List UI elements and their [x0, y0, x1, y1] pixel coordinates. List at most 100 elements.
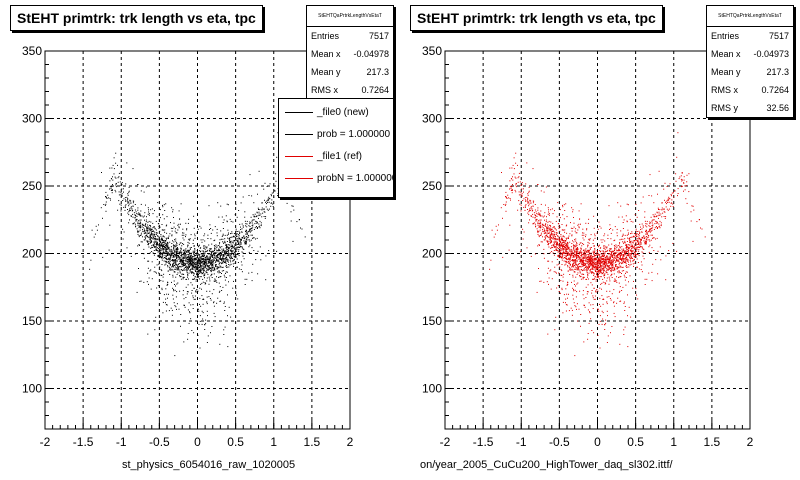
data-point	[188, 278, 189, 280]
y-tick-label: 300	[22, 112, 42, 126]
data-point	[197, 270, 199, 272]
data-point	[140, 215, 142, 217]
data-point	[164, 252, 166, 254]
data-point	[258, 225, 260, 227]
data-point	[216, 255, 218, 257]
data-point	[673, 196, 675, 198]
data-point	[696, 221, 698, 223]
x-tick-label: -1.5	[73, 435, 94, 449]
data-point	[598, 262, 600, 264]
data-point	[525, 206, 526, 208]
data-point	[148, 211, 150, 213]
data-point	[660, 213, 662, 215]
data-point	[160, 242, 162, 244]
data-point	[138, 226, 140, 228]
x-tick-label: -2	[40, 435, 51, 449]
data-point	[150, 232, 152, 234]
data-point	[661, 207, 663, 209]
data-point	[597, 252, 598, 254]
data-point	[684, 189, 686, 191]
data-point	[586, 291, 588, 293]
data-point	[245, 233, 247, 235]
data-point	[609, 249, 610, 251]
data-point	[579, 272, 581, 274]
data-point	[208, 260, 210, 262]
data-point	[575, 257, 577, 259]
data-point	[609, 261, 611, 263]
data-point	[184, 264, 186, 266]
data-point	[552, 244, 554, 246]
data-point	[144, 230, 145, 232]
data-point	[649, 226, 651, 227]
data-point	[604, 240, 606, 242]
data-point	[179, 242, 181, 244]
data-point	[220, 253, 222, 255]
data-point	[589, 263, 590, 265]
data-point	[171, 234, 173, 236]
data-point	[189, 266, 191, 267]
data-point	[160, 251, 162, 253]
data-point	[161, 229, 163, 231]
data-point	[194, 258, 196, 260]
data-point	[231, 240, 233, 242]
data-point	[570, 256, 572, 258]
data-point	[231, 231, 233, 233]
data-point	[653, 215, 655, 217]
data-point	[253, 219, 255, 221]
data-point	[614, 281, 616, 282]
data-point	[597, 259, 599, 261]
data-point	[617, 268, 618, 270]
data-point	[623, 329, 625, 331]
data-point	[221, 290, 223, 291]
data-point	[228, 266, 230, 268]
data-point	[563, 236, 565, 238]
data-point	[526, 247, 528, 249]
data-point	[148, 231, 150, 233]
data-point	[599, 270, 601, 272]
legend-label: _file0 (new)	[317, 106, 369, 118]
data-point	[593, 274, 595, 276]
data-point	[551, 208, 553, 210]
data-point	[213, 270, 215, 272]
data-point	[168, 257, 170, 259]
data-point	[182, 264, 184, 266]
data-point	[225, 277, 227, 278]
data-point	[147, 213, 149, 215]
data-point	[614, 251, 616, 253]
data-point	[173, 244, 175, 246]
data-point	[635, 253, 637, 255]
data-point	[599, 225, 601, 227]
data-point	[167, 246, 169, 248]
data-point	[570, 257, 572, 259]
data-point	[120, 195, 122, 197]
data-point	[197, 262, 199, 264]
data-point	[226, 203, 228, 205]
data-point	[572, 266, 574, 268]
data-point	[606, 259, 608, 261]
data-point	[586, 250, 588, 252]
data-point	[199, 320, 201, 322]
data-point	[139, 226, 141, 228]
data-point	[227, 315, 228, 317]
data-point	[611, 293, 613, 295]
data-point	[216, 256, 218, 258]
data-point	[511, 185, 513, 187]
data-point	[561, 244, 562, 246]
data-point	[569, 274, 571, 275]
data-point	[624, 251, 626, 253]
data-point	[555, 229, 557, 231]
data-point	[583, 264, 585, 266]
data-point	[597, 261, 599, 263]
data-point	[602, 281, 604, 283]
data-point	[567, 297, 568, 299]
data-point	[588, 252, 590, 254]
data-point	[621, 235, 623, 237]
data-point	[235, 228, 237, 230]
data-point	[215, 248, 217, 250]
data-point	[243, 240, 245, 242]
data-point	[574, 263, 576, 265]
data-point	[188, 257, 189, 259]
data-point	[651, 220, 653, 222]
data-point	[630, 233, 631, 235]
data-point	[623, 274, 625, 276]
